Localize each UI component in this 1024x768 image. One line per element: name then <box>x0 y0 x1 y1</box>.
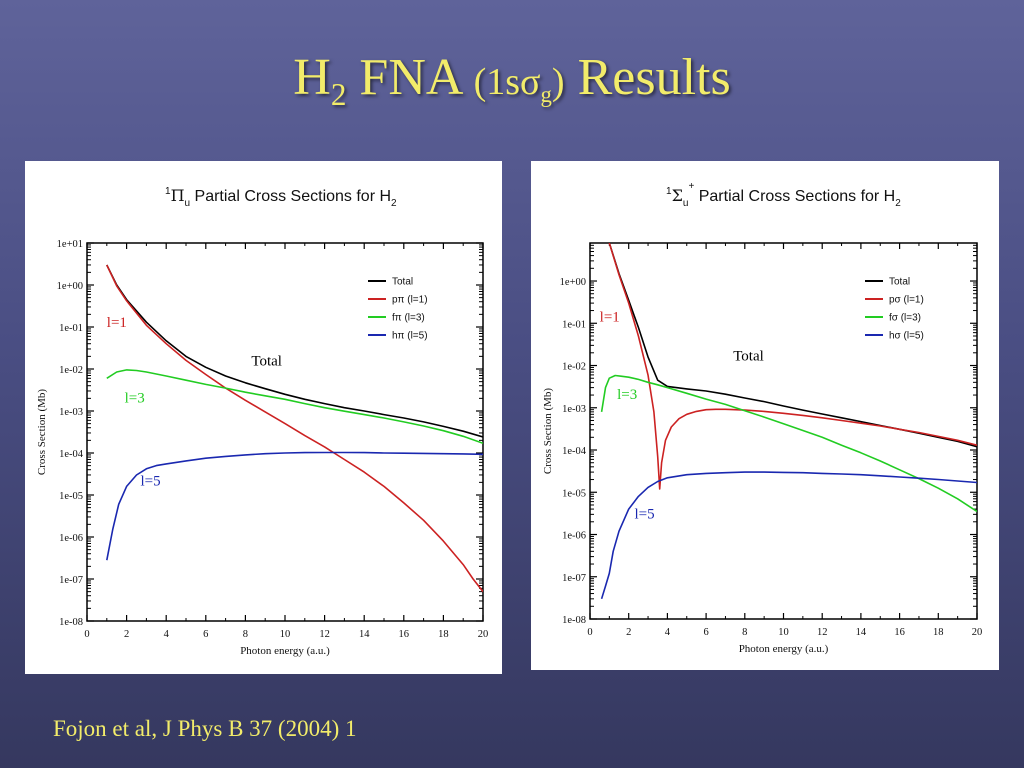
x-tick-label: 14 <box>856 627 867 638</box>
x-tick-label: 18 <box>933 627 944 638</box>
y-tick-label: 1e-03 <box>562 404 586 415</box>
y-tick-label: 1e-02 <box>562 362 586 373</box>
y-axis-label: Cross Section (Mb) <box>542 388 554 475</box>
chart-title-superscript: 1 <box>165 186 171 197</box>
x-tick-label: 12 <box>319 629 330 640</box>
chart-title: 1Σu + Partial Cross Sections for H2 <box>666 181 901 209</box>
title-h-subscript: 2 <box>330 76 347 112</box>
x-axis-label: Photon energy (a.u.) <box>240 645 330 657</box>
y-tick-label: 1e-08 <box>562 615 586 626</box>
title-orbital-close: ) <box>551 61 565 103</box>
series-group <box>600 243 977 600</box>
chart-title-superscript: 1 <box>666 186 672 197</box>
series-l3-line <box>600 374 977 513</box>
series-group <box>106 264 483 593</box>
x-axis-label: Photon energy (a.u.) <box>739 643 829 655</box>
slide-title: H2 FNA (1sσg) Results <box>0 48 1024 112</box>
curve-annotation: l=1 <box>600 310 620 326</box>
legend-label: fπ (l=3) <box>392 313 425 324</box>
curve-annotation: l=5 <box>635 506 655 522</box>
legend-label: Total <box>889 277 910 288</box>
title-h: H <box>293 49 331 106</box>
y-tick-label: 1e+01 <box>57 239 83 250</box>
title-results: Results <box>577 49 731 106</box>
x-tick-label: 2 <box>626 627 631 638</box>
y-tick-label: 1e-05 <box>562 488 586 499</box>
title-orbital-open: (1sσ <box>473 61 541 103</box>
legend-label: Total <box>392 277 413 288</box>
x-tick-label: 14 <box>359 629 370 640</box>
y-tick-label: 1e-07 <box>562 573 586 584</box>
y-tick-label: 1e-08 <box>59 617 83 628</box>
curve-annotation: l=1 <box>107 315 127 331</box>
chart-title-symbol: Π <box>171 186 185 205</box>
chart-panel-sigma: 1Σu+ Partial Cross Sections for H2 0 2 4 6 8 1… <box>531 161 999 670</box>
y-tick-label: 1e+00 <box>57 281 83 292</box>
x-tick-label: 6 <box>703 627 708 638</box>
x-tick-label: 16 <box>399 629 410 640</box>
y-tick-label: 1e-02 <box>59 365 83 376</box>
series-total-line <box>106 264 483 438</box>
x-tick-label: 10 <box>280 629 291 640</box>
series-l1-line <box>608 243 977 490</box>
curve-annotation: l=3 <box>617 387 637 403</box>
y-tick-label: 1e-01 <box>562 319 586 330</box>
chart-title-superscript-plus: + <box>688 181 694 192</box>
chart-title-text: Partial Cross Sections for H <box>190 188 391 205</box>
y-tick-label: 1e+00 <box>560 277 586 288</box>
x-tick-label: 20 <box>478 629 489 640</box>
legend-label: hπ (l=5) <box>392 331 428 342</box>
x-tick-label: 4 <box>164 629 170 640</box>
series-l5-line <box>106 451 483 561</box>
legend-label: pσ (l=1) <box>889 295 924 306</box>
y-tick-label: 1e-04 <box>562 446 587 457</box>
y-tick-label: 1e-03 <box>59 407 83 418</box>
chart-title-subscript: u <box>185 198 191 209</box>
title-orbital: (1sσg) <box>473 61 565 106</box>
chart-title-subscript: u <box>683 198 689 209</box>
curve-annotation: Total <box>733 349 764 365</box>
chart-title-symbol: Σ <box>672 186 683 205</box>
legend-label: fσ (l=3) <box>889 313 921 324</box>
legend-label: hσ (l=5) <box>889 331 924 342</box>
y-tick-label: 1e-07 <box>59 575 83 586</box>
chart-title-tail-subscript: 2 <box>391 198 397 209</box>
y-tick-label: 1e-06 <box>562 531 586 542</box>
y-tick-label: 1e-01 <box>59 323 83 334</box>
curve-annotation: l=3 <box>125 390 145 406</box>
curve-annotation: l=5 <box>140 473 160 489</box>
x-tick-label: 16 <box>894 627 905 638</box>
x-tick-label: 20 <box>972 627 983 638</box>
legend-label: pπ (l=1) <box>392 295 428 306</box>
x-tick-label: 10 <box>778 627 789 638</box>
x-tick-label: 0 <box>84 629 89 640</box>
x-tick-label: 8 <box>243 629 248 640</box>
chart-title-text: Partial Cross Sections for H <box>694 188 895 205</box>
citation: Fojon et al, J Phys B 37 (2004) 1 <box>53 716 357 741</box>
x-tick-label: 2 <box>124 629 129 640</box>
chart-title: 1Πu Partial Cross Sections for H2 <box>165 186 397 209</box>
curve-annotation: Total <box>251 354 282 370</box>
x-tick-label: 6 <box>203 629 208 640</box>
chart-pi-svg: 1Πu Partial Cross Sections for H20 2 4 6 8 10… <box>36 186 489 657</box>
x-tick-label: 0 <box>587 627 592 638</box>
chart-sigma-svg: 1Σu+ Partial Cross Sections for H20 2 4 6 8 1… <box>542 181 983 655</box>
series-l3-line <box>106 369 483 445</box>
title-orbital-subscript: g <box>540 81 552 107</box>
x-tick-label: 18 <box>438 629 449 640</box>
x-tick-label: 4 <box>665 627 671 638</box>
x-tick-label: 12 <box>817 627 828 638</box>
title-fna: FNA <box>359 49 461 106</box>
chart-title-tail-subscript: 2 <box>895 198 901 209</box>
series-l1-line <box>106 264 483 593</box>
series-l5-line <box>600 471 977 600</box>
chart-panel-pi: 1Πu Partial Cross Sections for H2 0 2 4 6 8 10… <box>25 161 502 674</box>
y-axis-label: Cross Section (Mb) <box>36 389 48 476</box>
y-tick-label: 1e-05 <box>59 491 83 502</box>
y-tick-label: 1e-06 <box>59 533 83 544</box>
x-tick-label: 8 <box>742 627 747 638</box>
y-tick-label: 1e-04 <box>59 449 84 460</box>
